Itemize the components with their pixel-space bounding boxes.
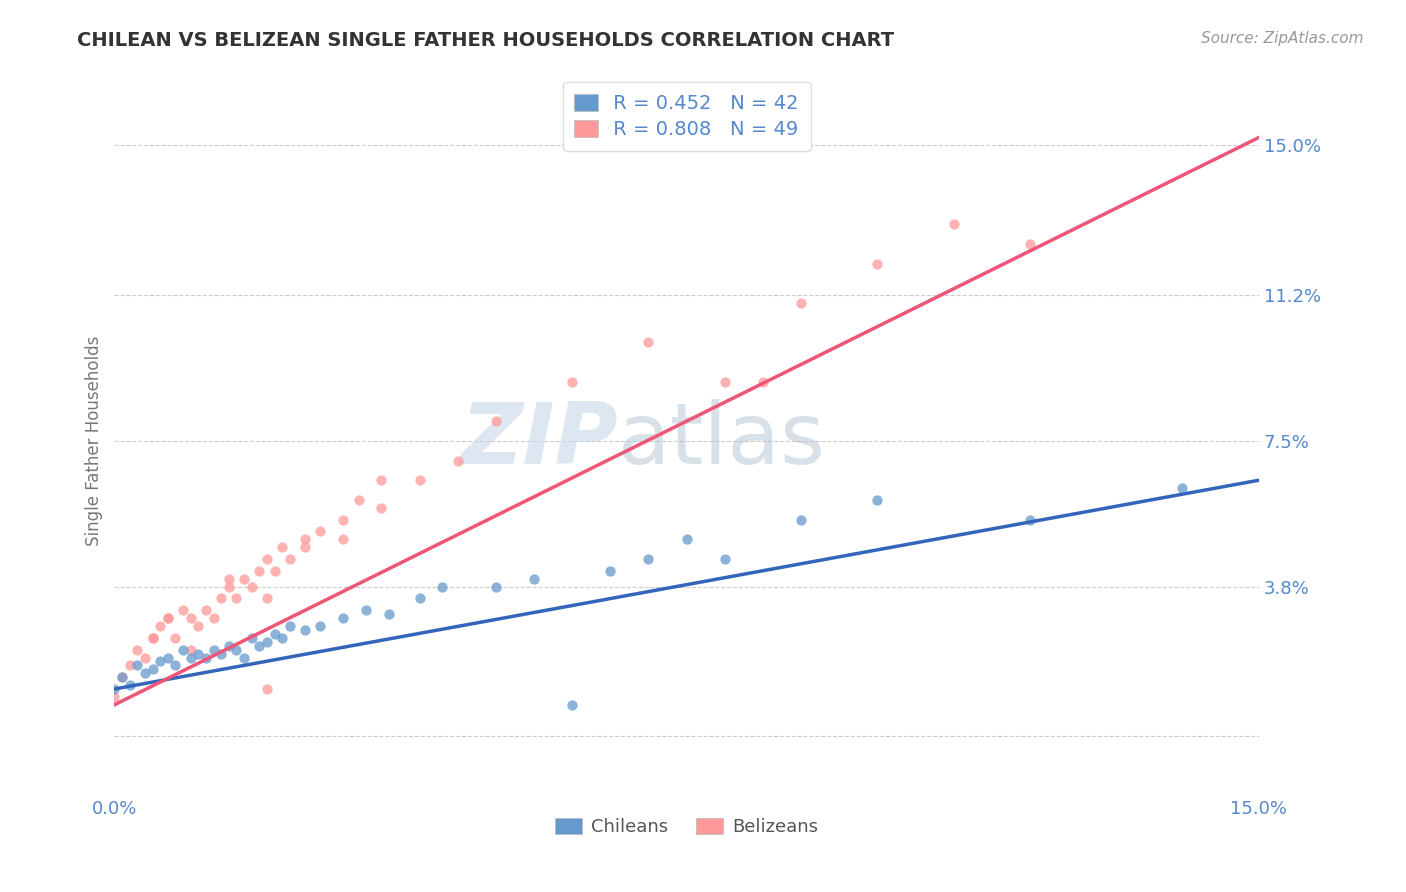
Text: Source: ZipAtlas.com: Source: ZipAtlas.com: [1201, 31, 1364, 46]
Point: [218, 572, 240, 586]
Point: [713, 375, 735, 389]
Point: [156, 650, 179, 665]
Point: [1018, 513, 1040, 527]
Point: [165, 658, 187, 673]
Point: [209, 591, 232, 606]
Point: [713, 552, 735, 566]
Point: [278, 619, 301, 633]
Point: [485, 414, 508, 428]
Point: [790, 296, 813, 310]
Point: [180, 650, 202, 665]
Point: [523, 572, 546, 586]
Point: [240, 580, 263, 594]
Point: [202, 642, 225, 657]
Point: [218, 580, 240, 594]
Point: [866, 493, 889, 508]
Point: [309, 619, 332, 633]
Text: atlas: atlas: [617, 400, 825, 483]
Point: [149, 619, 172, 633]
Y-axis label: Single Father Households: Single Father Households: [86, 335, 103, 546]
Point: [378, 607, 401, 622]
Point: [332, 513, 354, 527]
Point: [866, 257, 889, 271]
Point: [675, 533, 697, 547]
Point: [256, 552, 278, 566]
Point: [370, 500, 392, 515]
Point: [240, 631, 263, 645]
Point: [332, 533, 354, 547]
Point: [118, 678, 141, 692]
Point: [111, 670, 134, 684]
Point: [256, 681, 278, 696]
Point: [247, 564, 270, 578]
Point: [271, 631, 294, 645]
Point: [225, 591, 247, 606]
Point: [485, 580, 508, 594]
Point: [294, 623, 316, 637]
Point: [233, 650, 256, 665]
Point: [271, 540, 294, 554]
Point: [111, 670, 134, 684]
Point: [247, 639, 270, 653]
Point: [225, 642, 247, 657]
Point: [180, 611, 202, 625]
Point: [432, 580, 454, 594]
Point: [447, 453, 470, 467]
Point: [942, 217, 965, 231]
Text: CHILEAN VS BELIZEAN SINGLE FATHER HOUSEHOLDS CORRELATION CHART: CHILEAN VS BELIZEAN SINGLE FATHER HOUSEH…: [77, 31, 894, 50]
Point: [142, 631, 165, 645]
Point: [408, 473, 430, 487]
Point: [309, 524, 332, 539]
Point: [332, 611, 354, 625]
Point: [194, 650, 217, 665]
Legend: Chileans, Belizeans: Chileans, Belizeans: [548, 811, 825, 843]
Point: [127, 642, 149, 657]
Point: [134, 650, 156, 665]
Point: [202, 611, 225, 625]
Point: [790, 513, 813, 527]
Point: [637, 335, 659, 350]
Point: [561, 375, 583, 389]
Point: [752, 375, 775, 389]
Point: [187, 619, 209, 633]
Point: [103, 681, 125, 696]
Point: [370, 473, 392, 487]
Point: [354, 603, 377, 617]
Point: [127, 658, 149, 673]
Point: [408, 591, 430, 606]
Point: [134, 666, 156, 681]
Point: [347, 493, 370, 508]
Text: ZIP: ZIP: [460, 400, 617, 483]
Point: [209, 647, 232, 661]
Point: [263, 627, 285, 641]
Point: [561, 698, 583, 712]
Point: [256, 634, 278, 648]
Point: [256, 591, 278, 606]
Point: [142, 631, 165, 645]
Point: [218, 639, 240, 653]
Point: [187, 647, 209, 661]
Point: [180, 642, 202, 657]
Point: [172, 642, 194, 657]
Point: [1171, 481, 1194, 495]
Point: [599, 564, 621, 578]
Point: [294, 540, 316, 554]
Point: [149, 655, 172, 669]
Point: [294, 533, 316, 547]
Point: [156, 611, 179, 625]
Point: [1018, 236, 1040, 251]
Point: [103, 690, 125, 704]
Point: [156, 611, 179, 625]
Point: [233, 572, 256, 586]
Point: [142, 662, 165, 676]
Point: [118, 658, 141, 673]
Point: [194, 603, 217, 617]
Point: [172, 603, 194, 617]
Point: [165, 631, 187, 645]
Point: [278, 552, 301, 566]
Point: [637, 552, 659, 566]
Point: [263, 564, 285, 578]
